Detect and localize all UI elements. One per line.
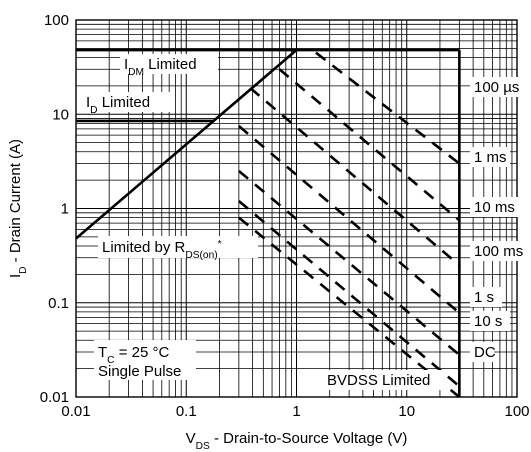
y-tick-label: 1 xyxy=(61,201,69,218)
annotation-rds-limited: Limited by RDS(on)* xyxy=(102,239,222,261)
pulse-label-bg xyxy=(470,241,526,261)
pulse-label-bg xyxy=(470,77,526,97)
pulse-line-10ms xyxy=(249,86,461,267)
pulse-label-bg xyxy=(470,311,510,331)
pulse-label-bg xyxy=(470,287,502,307)
y-tick-label: 10 xyxy=(52,106,69,123)
y-axis-label-group: ID - Drain Current (A) xyxy=(7,139,29,278)
annotation-tc: TC = 25 °C xyxy=(98,344,169,366)
x-tick-label: 10 xyxy=(398,403,415,420)
pulse-label: 100 µs xyxy=(474,79,519,96)
pulse-line-dc xyxy=(238,216,461,399)
pulse-line-10s xyxy=(238,200,461,388)
y-tick-label: 0.1 xyxy=(48,295,69,312)
y-tick-label: 0.01 xyxy=(40,389,69,406)
x-tick-label: 0.01 xyxy=(61,403,90,420)
y-axis-label: ID - Drain Current (A) xyxy=(7,139,29,278)
grid xyxy=(75,20,517,398)
x-axis-label: VDS - Drain-to-Source Voltage (V) xyxy=(186,430,408,452)
pulse-line-1ms xyxy=(278,68,461,222)
annotation-id-limited: ID Limited xyxy=(86,94,150,116)
pulse-line-100us xyxy=(315,51,461,165)
pulse-label-bg xyxy=(470,342,494,362)
pulse-label: DC xyxy=(474,344,496,361)
pulse-label-bg xyxy=(470,197,518,217)
pulse-label-bg xyxy=(470,147,510,167)
pulse-line-100ms xyxy=(238,125,461,314)
annotation-bvdss-limited: BVDSS Limited xyxy=(327,372,430,389)
boundary-line-rds-on xyxy=(75,49,298,240)
label-bg-conditions xyxy=(94,340,196,380)
annotation-idm-limited: IDM Limited xyxy=(124,56,197,78)
label-bg-idm xyxy=(120,54,218,74)
label-bg-bvdss xyxy=(323,370,447,390)
x-tick-label: 0.1 xyxy=(176,403,197,420)
y-tick-label: 100 xyxy=(44,12,69,29)
pulse-label: 10 ms xyxy=(474,199,515,216)
x-tick-label: 100 xyxy=(504,403,529,420)
pulse-label: 1 s xyxy=(474,289,494,306)
x-tick-label: 1 xyxy=(292,403,300,420)
pulse-line-1s xyxy=(238,169,461,356)
annotation-single-pulse: Single Pulse xyxy=(98,363,181,380)
label-bg-rds xyxy=(98,236,258,258)
pulse-label: 10 s xyxy=(474,313,502,330)
pulse-label: 1 ms xyxy=(474,149,507,166)
label-bg-id xyxy=(82,92,170,112)
pulse-label: 100 ms xyxy=(474,243,523,260)
